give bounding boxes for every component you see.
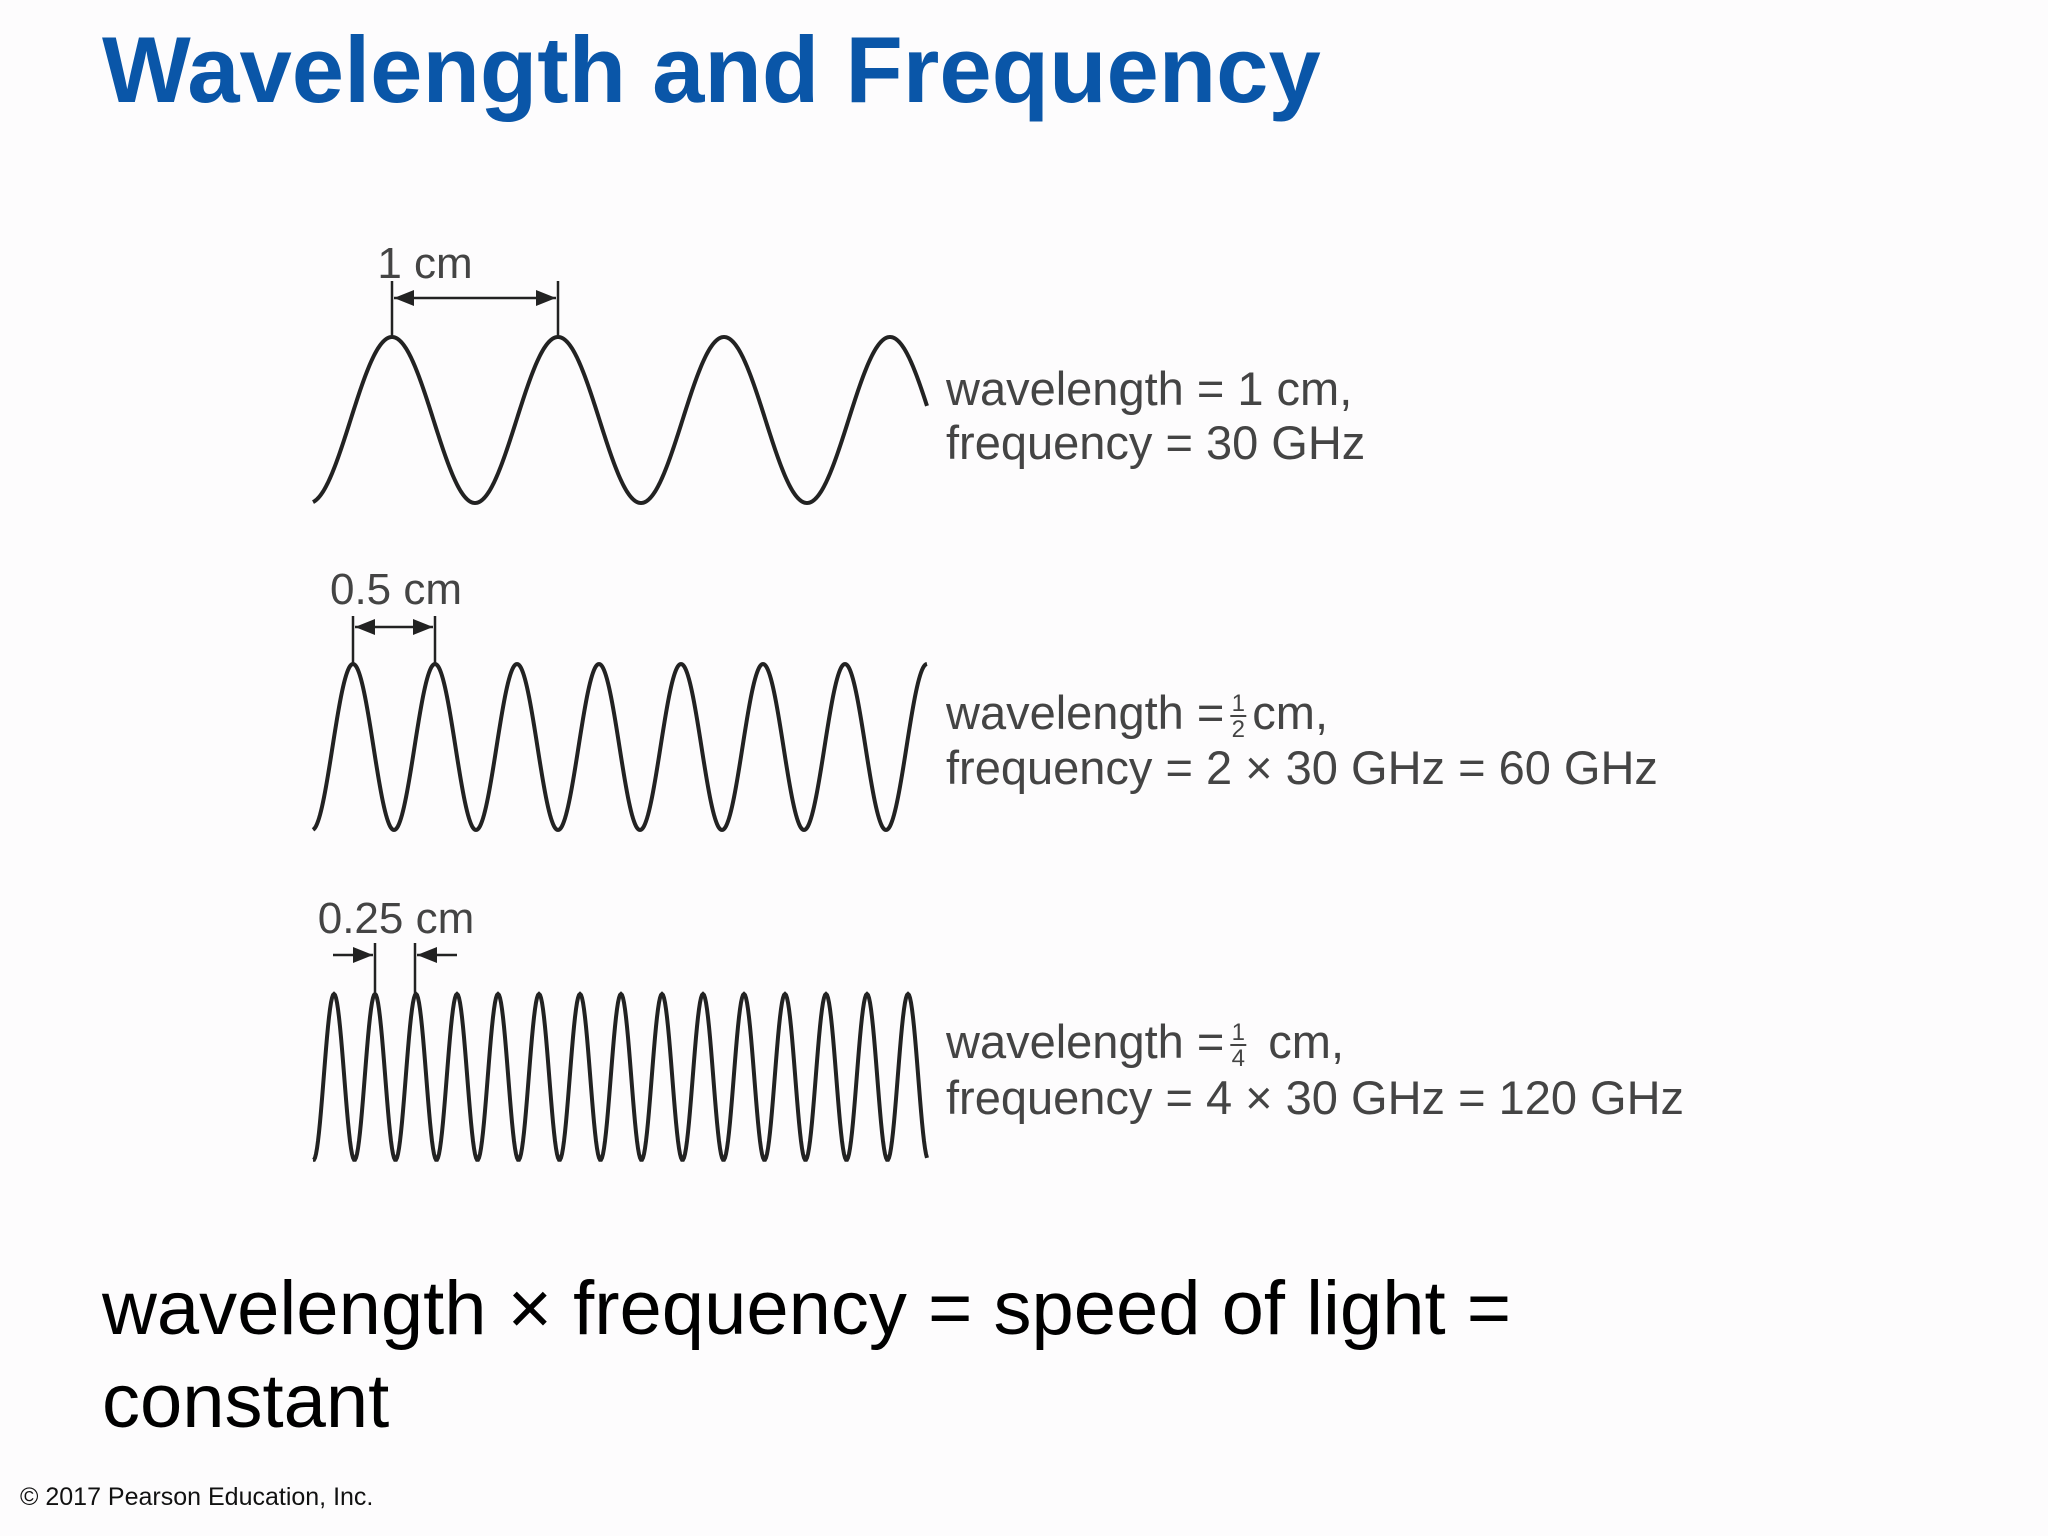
wave (311, 661, 928, 833)
dimension-label: 1 cm (377, 239, 472, 288)
wave (312, 991, 929, 1162)
dimension-label: 0.5 cm (330, 565, 462, 614)
wave (312, 334, 929, 506)
copyright: © 2017 Pearson Education, Inc. (20, 1483, 374, 1511)
fraction-denominator: 2 (1232, 716, 1245, 743)
wavelength-text: wavelength = (945, 686, 1224, 739)
fraction-denominator: 4 (1232, 1045, 1245, 1072)
frequency-text: frequency = 4 × 30 GHz = 120 GHz (946, 1071, 1684, 1124)
slide-title: Wavelength and Frequency (102, 17, 1321, 122)
frequency-text: frequency = 2 × 30 GHz = 60 GHz (946, 741, 1658, 794)
fraction-numerator: 1 (1232, 1019, 1245, 1046)
wavelength-unit: cm, (1268, 1015, 1344, 1068)
frequency-text: frequency = 30 GHz (946, 416, 1365, 469)
wavelength-text: wavelength = (945, 1015, 1224, 1068)
fraction-numerator: 1 (1232, 690, 1245, 717)
equation: wavelength × frequency = speed of light … (102, 1266, 1512, 1444)
wavelength-text: wavelength = 1 cm, (945, 362, 1352, 415)
wavelength-unit: cm, (1252, 686, 1328, 739)
dimension-label: 0.25 cm (318, 894, 475, 943)
